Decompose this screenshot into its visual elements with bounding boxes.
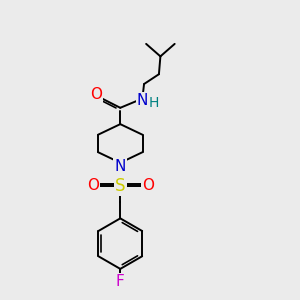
Text: O: O [90, 87, 102, 102]
Text: H: H [149, 96, 159, 110]
Text: S: S [115, 177, 125, 195]
Text: N: N [115, 159, 126, 174]
Text: O: O [142, 178, 154, 193]
Text: F: F [116, 274, 125, 289]
Text: N: N [137, 93, 148, 108]
Text: O: O [87, 178, 99, 193]
